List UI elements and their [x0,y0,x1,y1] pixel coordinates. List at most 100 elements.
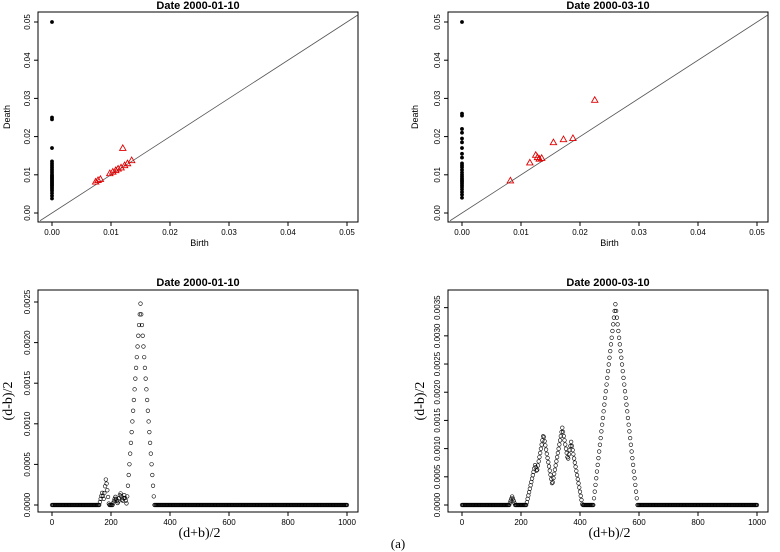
landscape-point [140,333,145,338]
landscape-point [569,443,574,449]
point-dim1 [559,135,568,143]
y-tick-label: 0.0015 [23,370,32,395]
landscape-point [594,469,600,474]
point-dim0 [460,140,464,145]
y-tick-label: 0.0010 [23,411,32,436]
x-axis-label: (d+b)/2 [588,526,630,541]
landscape-point [572,460,577,465]
landscape-point [570,448,575,453]
landscape-point [103,477,108,482]
landscape-point [619,362,625,367]
chart-title: Date 2000-03-10 [566,0,649,12]
point-dim0 [460,155,464,160]
chart-title: Date 2000-01-10 [156,0,239,12]
panel-3: Date 2000-01-10 0 200 400 600 800 1000 0.0000 0.… [1,277,359,541]
y-tick-label: 0.0000 [23,492,32,517]
landscape-point [133,365,139,370]
landscape-point [121,495,126,501]
landscape-point [575,477,580,482]
landscape-point [618,348,623,354]
chart-title: Date 2000-01-10 [156,277,239,289]
y-axis-label: (d-b)/2 [1,382,16,421]
plot-frame [447,11,769,223]
point-dim0 [50,196,54,201]
x-axis-label: Birth [600,238,619,248]
x-tick-label: 0.04 [280,228,296,237]
panel-1: Date 2000-01-10 0.00 0.01 0.02 0.03 0.04 0.05 0… [2,0,359,248]
landscape-point [569,439,574,444]
landscape-point [134,355,139,360]
x-tick-label: 0.04 [690,228,706,237]
landscape-point [150,472,155,478]
landscape-point [616,335,622,340]
point-dim1 [568,134,577,141]
landscape-point [528,483,533,488]
landscape-point [530,473,535,478]
landscape-point [633,482,638,488]
point-dim1 [127,156,136,164]
point-dim0 [50,193,54,198]
y-tick-label: 0.0005 [23,452,32,477]
landscape-point [621,375,626,380]
y-tick-label: 0.03 [23,90,32,106]
landscape-point [536,459,541,464]
landscape-point [604,382,609,387]
point-dim0 [460,165,464,170]
y-axis-label: Death [2,105,12,129]
landscape-point [615,322,620,327]
landscape-point [548,472,553,477]
landscape-point [147,430,152,435]
landscape-point [555,450,560,456]
point-dim1 [111,166,120,174]
landscape-point [613,302,618,307]
landscape-point [124,501,129,506]
landscape-point [147,440,153,445]
landscape-point [552,467,558,472]
y-tick-label: 0.0035 [433,295,442,320]
landscape-point [551,476,556,481]
point-dim0 [460,113,464,118]
diagonal-line [39,14,359,222]
landscape-point [510,494,515,499]
point-dim0 [460,136,464,141]
landscape-point [110,502,115,508]
x-tick-label: 0.02 [162,228,178,237]
landscape-point [563,446,569,451]
y-tick-label: 0.0000 [433,492,442,517]
landscape-point [99,493,104,498]
landscape-point [550,480,555,485]
y-tick-label: 0.00 [433,205,442,221]
landscape-point [127,462,132,467]
point-dim0 [460,151,464,156]
landscape-point [556,446,561,451]
landscape-point [114,496,119,502]
landscape-point [149,462,154,467]
landscape-point [631,469,636,474]
point-dim1 [533,153,542,161]
landscape-point [553,463,558,468]
plot-frame [447,289,769,513]
landscape-point [600,422,605,427]
landscape-point [628,442,633,447]
landscape-point [598,435,603,441]
landscape-point [130,419,135,424]
landscape-point [143,376,148,381]
landscape-point [132,387,137,392]
landscape-point [568,443,573,449]
landscape-point [532,462,538,468]
y-tick-label: 0.03 [433,90,442,106]
point-dim1 [96,174,105,182]
landscape-point [593,482,598,488]
landscape-point [97,502,102,508]
landscape-point [538,446,544,451]
figure-caption: (a) [391,536,405,551]
landscape-point [617,342,622,347]
y-tick-label: 0.04 [23,52,32,68]
landscape-point [608,348,613,354]
landscape-point [609,335,614,340]
landscape-point [543,443,548,448]
y-tick-label: 0.02 [433,128,442,144]
point-dim0 [460,195,464,200]
landscape-point [537,455,542,460]
